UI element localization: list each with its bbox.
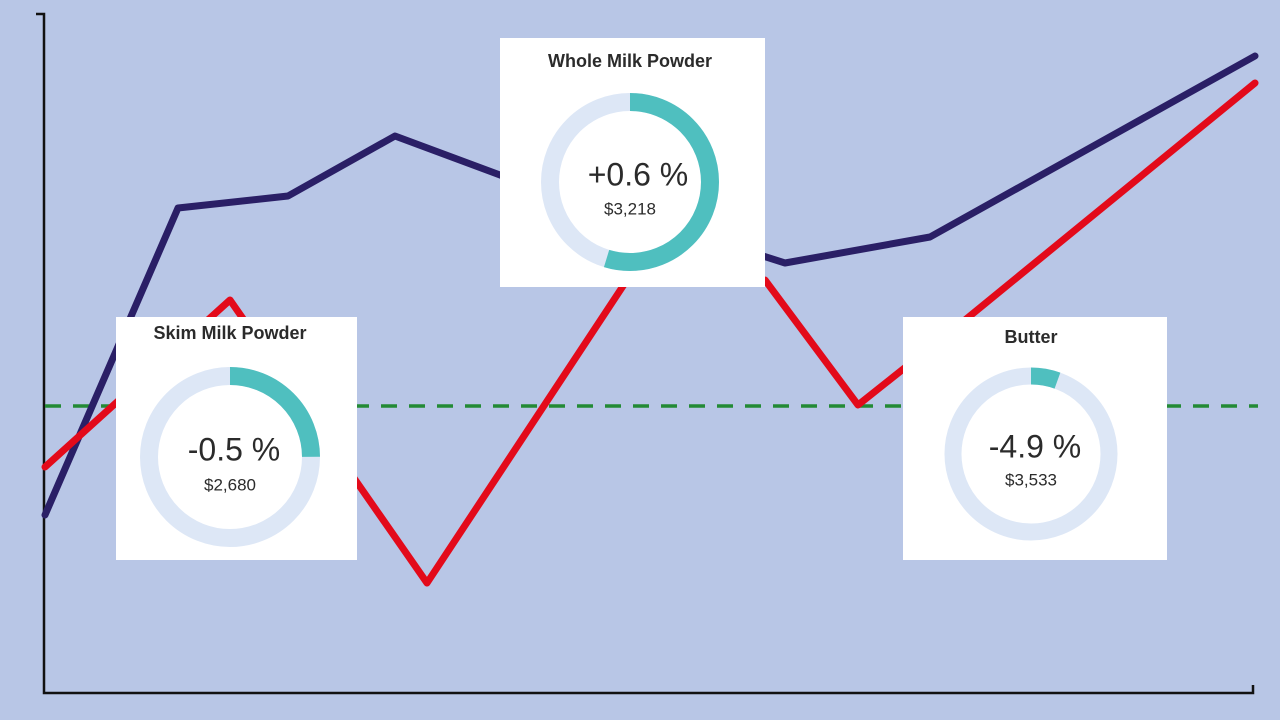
card-price: $3,533 [1005, 470, 1057, 489]
card-price: $3,218 [604, 199, 656, 218]
card-change: -0.5 % [188, 431, 280, 467]
card-price: $2,680 [204, 475, 256, 494]
card-change: -4.9 % [989, 428, 1081, 464]
ring-fill [541, 93, 719, 271]
card-title: Butter [1005, 327, 1058, 347]
card-title: Skim Milk Powder [153, 323, 306, 343]
card: Skim Milk Powder -0.5 % $2,680 [116, 317, 357, 560]
card: Whole Milk Powder +0.6 % $3,218 [500, 38, 765, 287]
card: Butter -4.9 % $3,533 [903, 317, 1167, 560]
ring-fill [944, 367, 1118, 541]
card-change: +0.6 % [588, 156, 689, 192]
axes [36, 12, 1255, 695]
card-title: Whole Milk Powder [548, 51, 712, 71]
ring-fill [140, 367, 320, 547]
